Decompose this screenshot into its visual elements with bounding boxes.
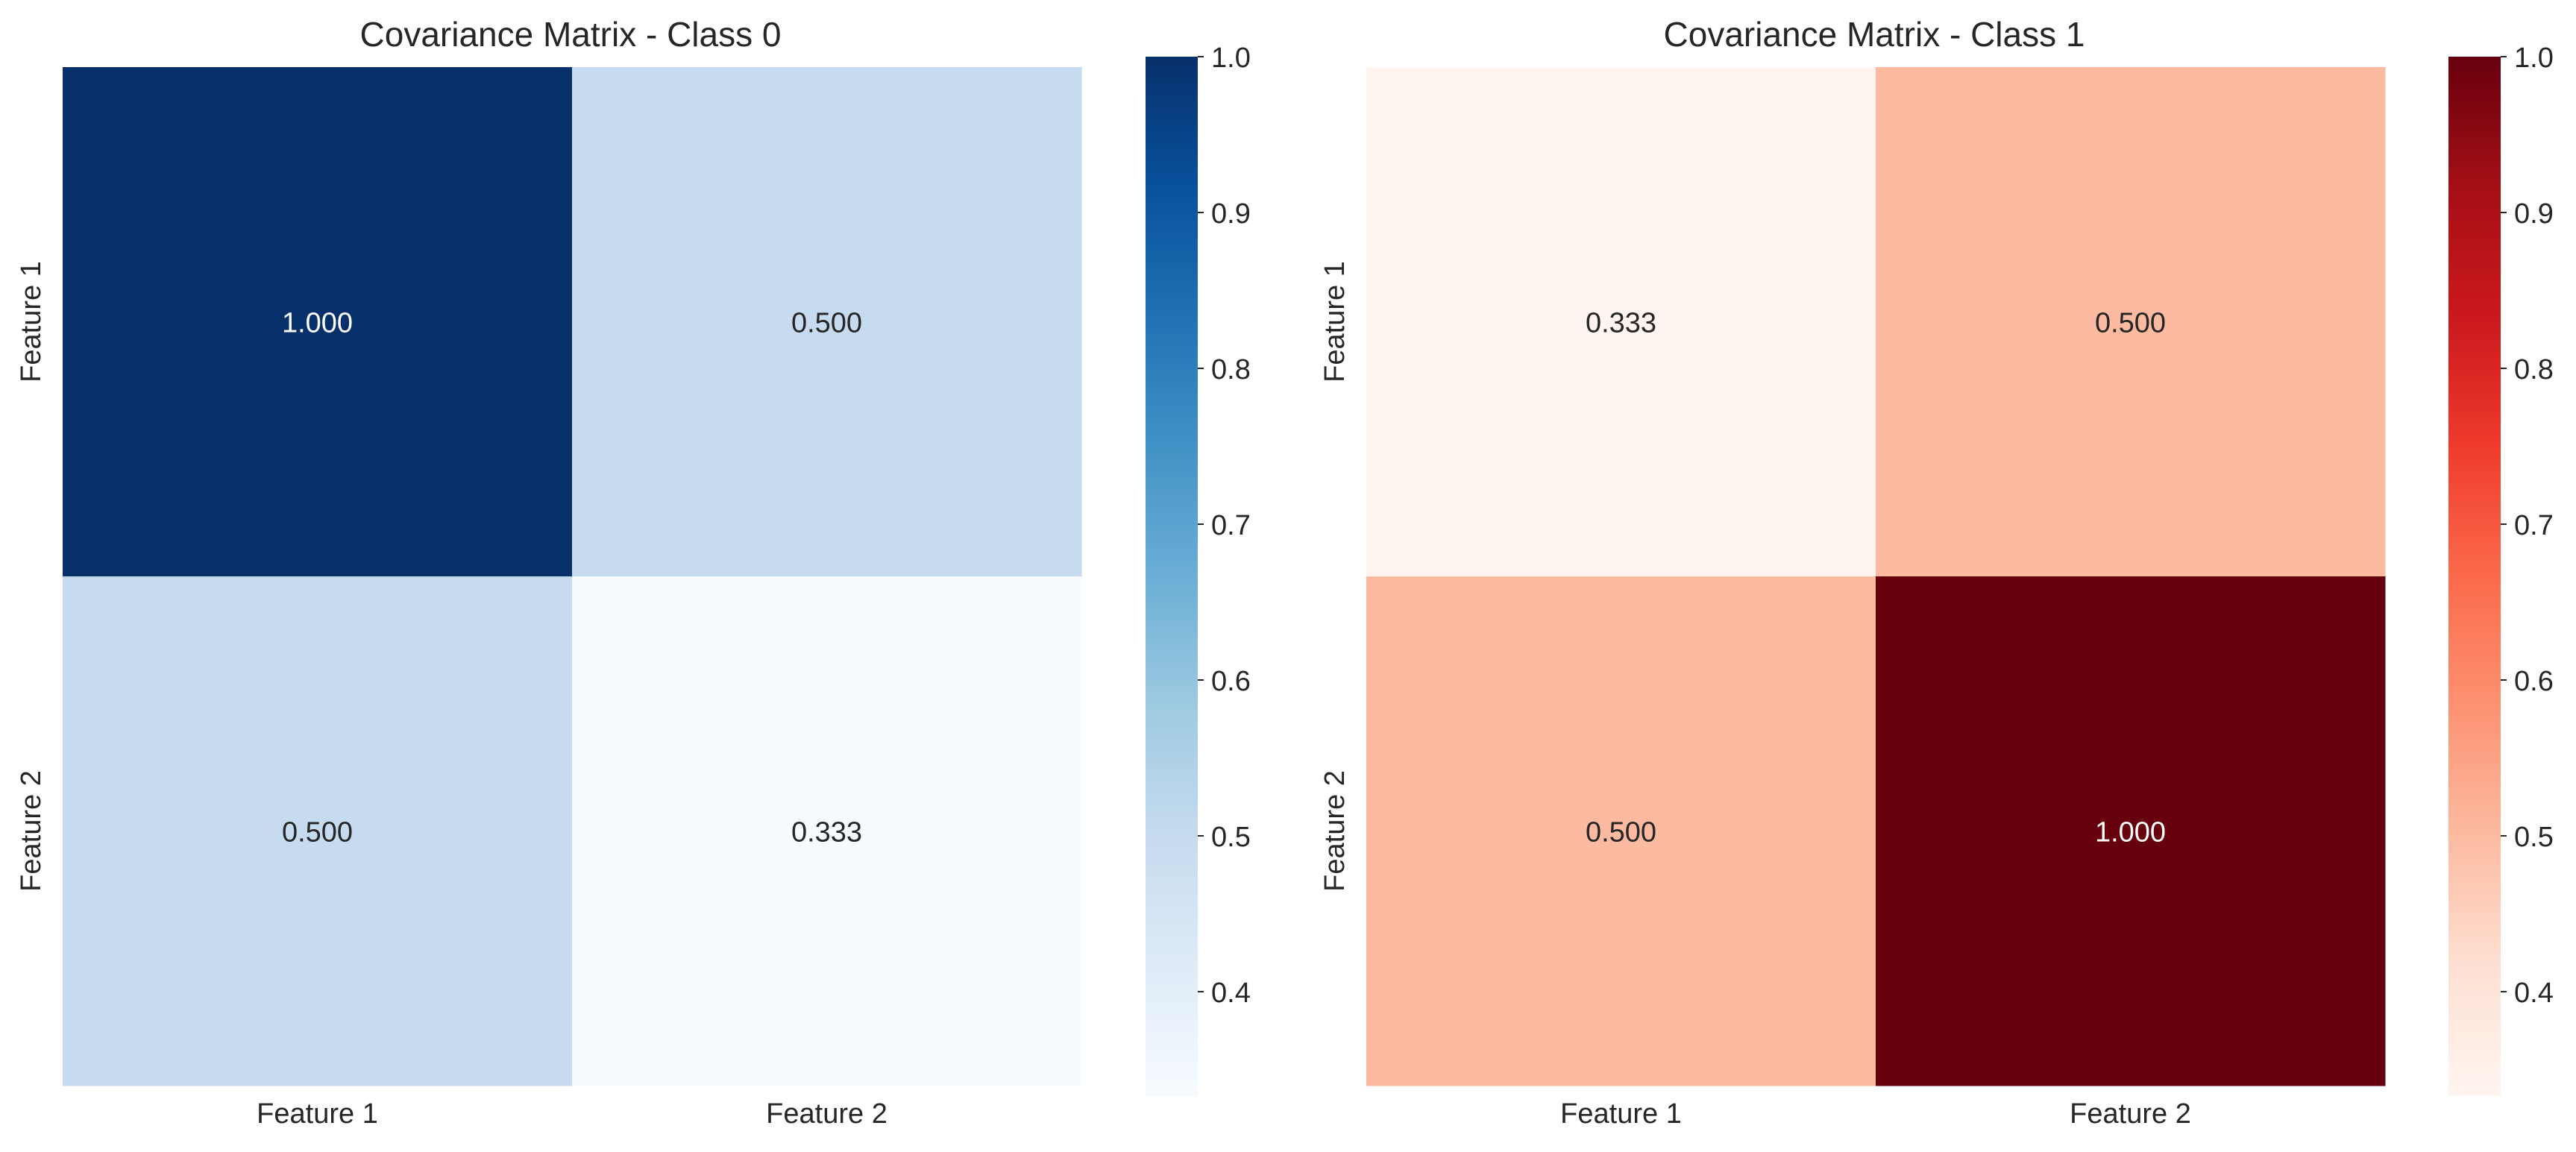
cell-annotation: 0.500 <box>791 308 862 339</box>
colorbar-tick-label: 0.7 <box>1211 510 1251 541</box>
x-tick-label: Feature 1 <box>1560 1098 1682 1130</box>
heatmap-cell <box>1876 576 2386 1086</box>
heatmap-cell <box>1366 67 1876 577</box>
cell-annotation: 0.333 <box>791 817 862 849</box>
cell-annotation: 0.500 <box>282 817 353 849</box>
colorbar-tick-label: 1.0 <box>2514 43 2554 74</box>
heatmap-cell <box>572 576 1082 1086</box>
colorbar-tick-label: 0.7 <box>2514 510 2554 541</box>
heatmap-cell <box>63 67 573 577</box>
colorbar-tick-label: 0.6 <box>1211 666 1251 697</box>
y-tick-label: Feature 2 <box>1319 770 1351 892</box>
x-tick-label: Feature 1 <box>257 1098 378 1130</box>
y-tick-label: Feature 1 <box>1319 261 1351 383</box>
cell-annotation: 0.500 <box>2095 308 2166 339</box>
cell-annotation: 1.000 <box>2095 817 2166 849</box>
colorbar-tick-label: 0.9 <box>1211 198 1251 230</box>
colorbar-tick-label: 0.4 <box>2514 978 2554 1009</box>
colorbar-tick-label: 0.6 <box>2514 666 2554 697</box>
colorbar-tick-label: 0.8 <box>1211 354 1251 385</box>
heatmap-panel-class-0: Covariance Matrix - Class 0 1.000 0.500 0.… <box>16 15 1251 1130</box>
colorbar-tick-label: 0.5 <box>1211 822 1251 853</box>
chart-title: Covariance Matrix - Class 0 <box>360 15 782 54</box>
colorbar-tick-label: 1.0 <box>1211 43 1251 74</box>
y-tick-label: Feature 1 <box>16 261 47 383</box>
y-tick-label: Feature 2 <box>16 770 47 892</box>
cell-annotation: 0.333 <box>1586 308 1656 339</box>
cell-annotation: 0.500 <box>1586 817 1656 849</box>
heatmap-cell <box>1876 67 2386 577</box>
cell-annotation: 1.000 <box>282 308 353 339</box>
colorbar <box>2448 57 2501 1096</box>
heatmap-cell <box>1366 576 1876 1086</box>
heatmap-cell <box>63 576 573 1086</box>
heatmap-panel-class-1: Covariance Matrix - Class 1 0.333 0.500 0.… <box>1319 15 2554 1130</box>
colorbar-tick-label: 0.4 <box>1211 978 1251 1009</box>
x-tick-label: Feature 2 <box>766 1098 888 1130</box>
heatmap-cell <box>572 67 1082 577</box>
colorbar-tick-label: 0.9 <box>2514 198 2554 230</box>
colorbar <box>1146 57 1198 1096</box>
chart-title: Covariance Matrix - Class 1 <box>1664 15 2085 54</box>
colorbar-tick-label: 0.5 <box>2514 822 2554 853</box>
colorbar-tick-label: 0.8 <box>2514 354 2554 385</box>
x-tick-label: Feature 2 <box>2070 1098 2191 1130</box>
